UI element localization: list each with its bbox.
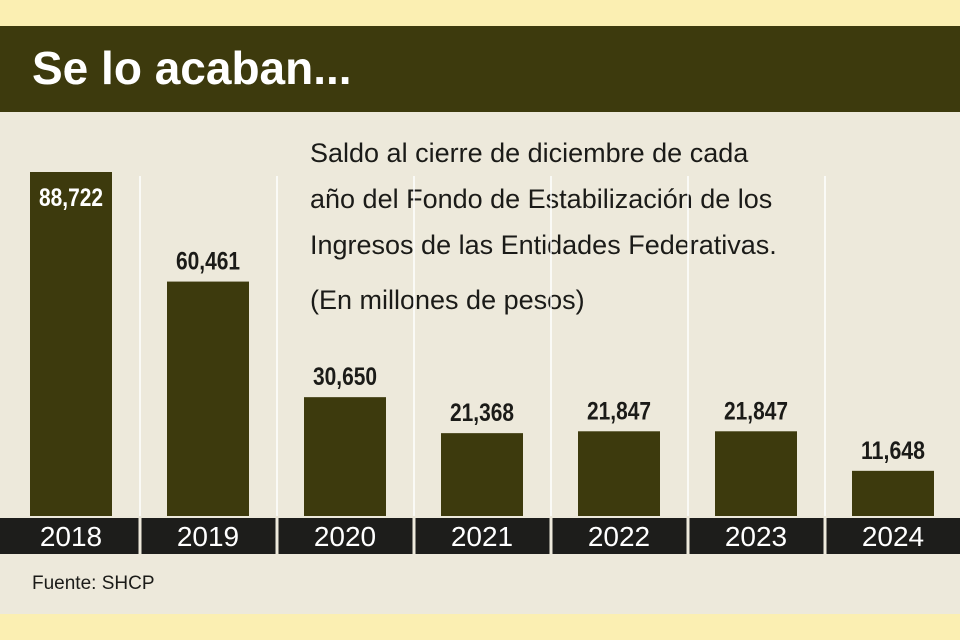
subtitle-line-3: Ingresos de las Entidades Federativas. (310, 230, 777, 260)
bar-2023 (715, 431, 797, 516)
year-label-2020: 2020 (314, 521, 376, 552)
chart-card: Se lo acaban... Saldo al cierre de dicie… (0, 26, 960, 614)
value-label-2018: 88,722 (39, 184, 103, 212)
value-label-2023: 21,847 (724, 397, 788, 425)
bar-chart: 88,722 2018 60,461 2019 30,650 2020 21,368 2021… (0, 172, 960, 554)
value-label-2024: 11,648 (861, 437, 925, 465)
year-label-2022: 2022 (588, 521, 650, 552)
bar-2022 (578, 431, 660, 516)
units-note: (En millones de pesos) (310, 285, 585, 315)
bar-2019 (167, 281, 249, 516)
chart-subtitle: Saldo al cierre de diciembre de cada año… (310, 130, 950, 268)
value-label-2021: 21,368 (450, 399, 514, 427)
year-label-2024: 2024 (862, 521, 924, 552)
value-label-2020: 30,650 (313, 363, 377, 391)
subtitle-line-1: Saldo al cierre de diciembre de cada (310, 138, 749, 168)
year-strip (0, 518, 960, 554)
year-label-2023: 2023 (725, 521, 787, 552)
value-label-2019: 60,461 (176, 248, 240, 276)
year-label-2019: 2019 (177, 521, 239, 552)
source-note: Fuente: SHCP (32, 573, 155, 594)
value-label-2022: 21,847 (587, 397, 651, 425)
bar-2021 (441, 433, 523, 516)
title-banner: Se lo acaban... (0, 26, 960, 112)
bar-2024 (852, 470, 934, 516)
bar-2018 (30, 172, 112, 516)
chart-title: Se lo acaban... (32, 42, 352, 94)
year-label-2021: 2021 (451, 521, 513, 552)
year-label-2018: 2018 (40, 521, 102, 552)
subtitle-line-2: año del Fondo de Estabilización de los (310, 184, 773, 214)
bar-2020 (304, 397, 386, 516)
